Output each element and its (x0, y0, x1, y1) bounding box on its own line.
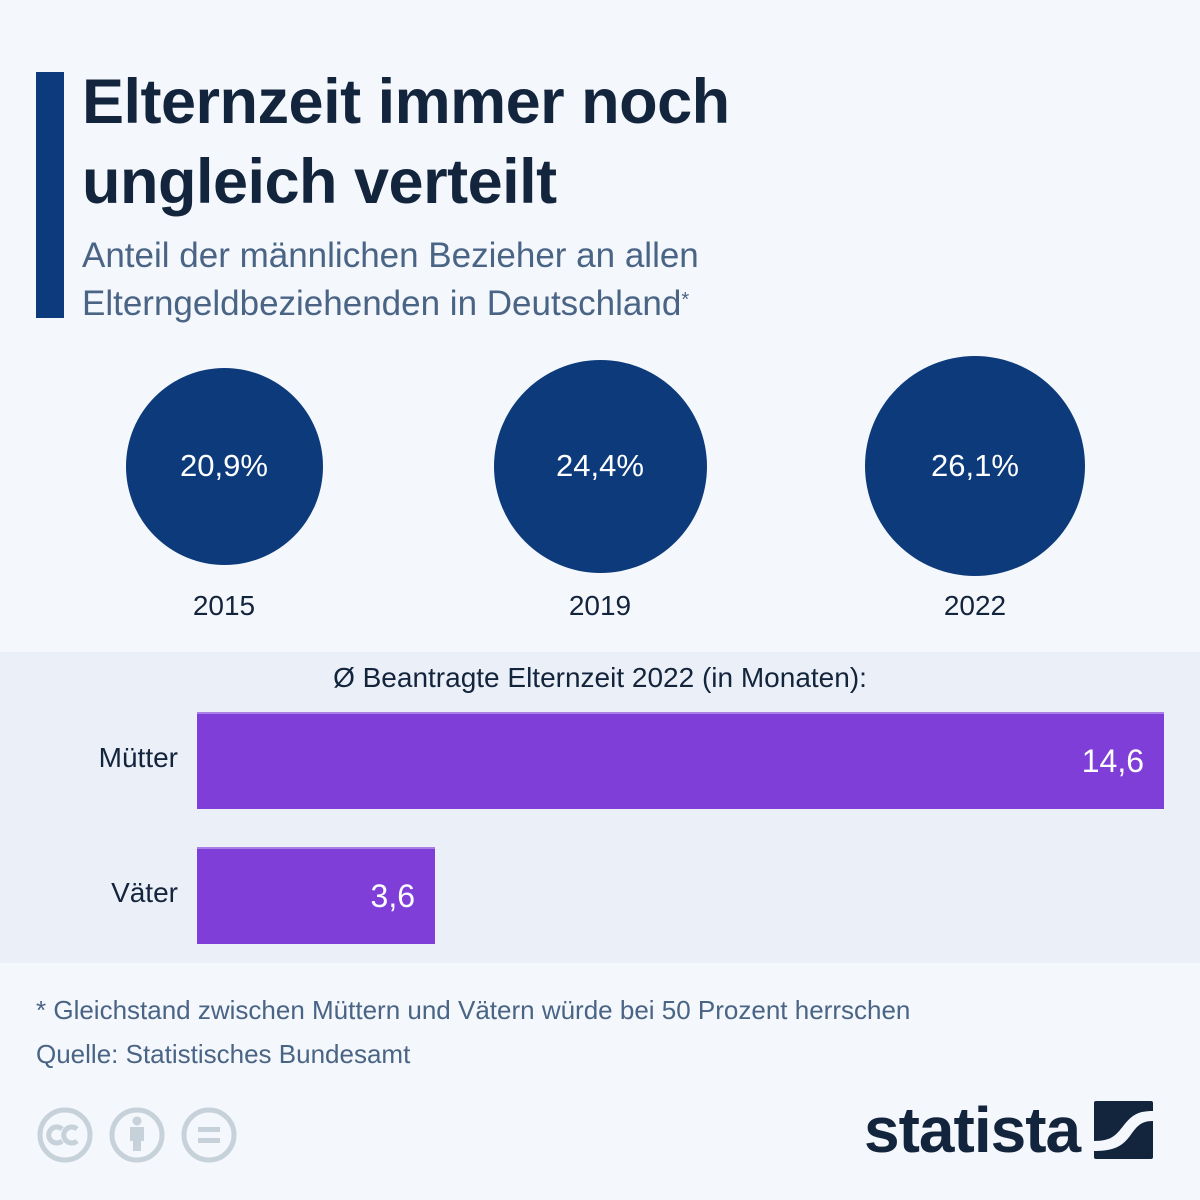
footnote-marker: * (681, 289, 690, 311)
bar-muetter: 14,6 (197, 712, 1164, 809)
bar-value-muetter: 14,6 (1081, 743, 1144, 779)
bubble-2022: 26,1% (865, 356, 1085, 576)
statista-logo-icon (1094, 1101, 1154, 1159)
subtitle-line-2-text: Elterngeldbeziehenden in Deutschland (82, 284, 682, 323)
title-accent-bar (36, 72, 64, 318)
statista-logo[interactable]: statista (864, 1094, 1154, 1166)
bar-value-vaeter: 3,6 (370, 878, 415, 914)
footnote-note: * Gleichstand zwischen Müttern und Väter… (36, 995, 911, 1025)
bar-label-vaeter: Väter (111, 877, 178, 908)
title-line-1: Elternzeit immer noch (82, 67, 730, 137)
no-derivatives-icon[interactable] (180, 1106, 238, 1164)
cc-icon[interactable] (36, 1106, 94, 1164)
bar-chart-title: Ø Beantragte Elternzeit 2022 (in Monaten… (333, 662, 867, 693)
subtitle-line-2: Elterngeldbeziehenden in Deutschland* (82, 280, 1082, 328)
bubble-value-2019: 24,4% (556, 448, 644, 483)
year-label-2019: 2019 (568, 590, 632, 621)
footnote: * Gleichstand zwischen Müttern und Väter… (36, 988, 1176, 1076)
bubble-value-2015: 20,9% (180, 448, 268, 483)
bubble-value-2022: 26,1% (931, 448, 1019, 483)
year-label-2022: 2022 (943, 590, 1007, 621)
page-subtitle: Anteil der männlichen Bezieher an allen … (82, 232, 1082, 328)
bar-vaeter: 3,6 (197, 847, 435, 944)
page-title: Elternzeit immer noch ungleich verteilt (82, 62, 1082, 222)
bubble-2015: 20,9% (125, 367, 323, 565)
license-icons (36, 1106, 238, 1164)
bubble-2019: 24,4% (493, 359, 707, 573)
subtitle-line-1: Anteil der männlichen Bezieher an allen (82, 236, 699, 275)
bar-label-muetter: Mütter (98, 742, 178, 773)
attribution-icon[interactable] (108, 1106, 166, 1164)
year-label-2015: 2015 (192, 590, 256, 621)
footnote-source: Quelle: Statistisches Bundesamt (36, 1039, 411, 1069)
title-line-2: ungleich verteilt (82, 147, 557, 217)
statista-wordmark: statista (864, 1094, 1081, 1166)
